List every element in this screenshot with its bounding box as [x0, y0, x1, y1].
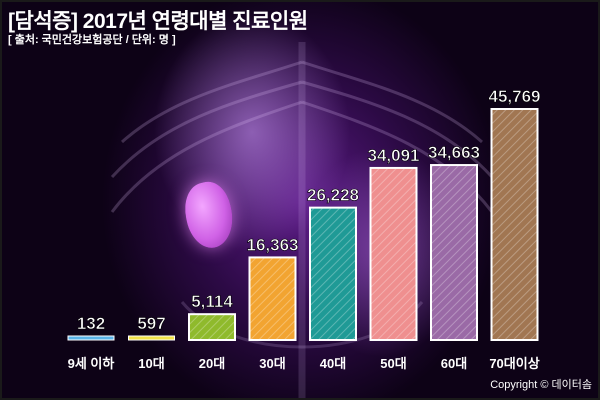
value-label-7: 34,663 — [428, 143, 480, 162]
category-label-3: 20대 — [199, 356, 225, 371]
bar-texture-6 — [371, 168, 416, 339]
category-label-8: 70대이상 — [489, 356, 539, 371]
chart-title: [담석증] 2017년 연령대별 진료인원 — [8, 10, 308, 33]
chart-source: [ 출처: 국민건강보험공단 / 단위: 명 ] — [8, 34, 176, 46]
header: [담석증] 2017년 연령대별 진료인원 [ 출처: 국민건강보험공단 / 단… — [2, 2, 598, 46]
bar-texture-8 — [492, 110, 537, 339]
value-label-1: 132 — [77, 314, 105, 333]
category-label-4: 30대 — [259, 356, 285, 371]
category-label-2: 10대 — [138, 356, 164, 371]
bar-texture-7 — [432, 166, 476, 339]
bar-1 — [67, 335, 115, 341]
category-label-5: 40대 — [320, 356, 346, 371]
category-label-1: 9세 이하 — [68, 356, 115, 371]
bar-2 — [128, 335, 175, 341]
bar-texture-4 — [250, 258, 295, 339]
copyright-text: Copyright © 데이터솜 — [490, 379, 592, 391]
bar-texture-5 — [311, 208, 355, 339]
value-label-8: 45,769 — [489, 87, 541, 106]
value-label-6: 34,091 — [368, 146, 420, 165]
value-label-2: 597 — [137, 314, 165, 333]
category-label-6: 50대 — [380, 356, 406, 371]
value-label-3: 5,114 — [191, 292, 233, 311]
bar-texture-3 — [190, 315, 234, 339]
value-label-5: 26,228 — [307, 186, 359, 205]
category-label-7: 60대 — [441, 356, 467, 371]
value-label-4: 16,363 — [247, 235, 299, 254]
